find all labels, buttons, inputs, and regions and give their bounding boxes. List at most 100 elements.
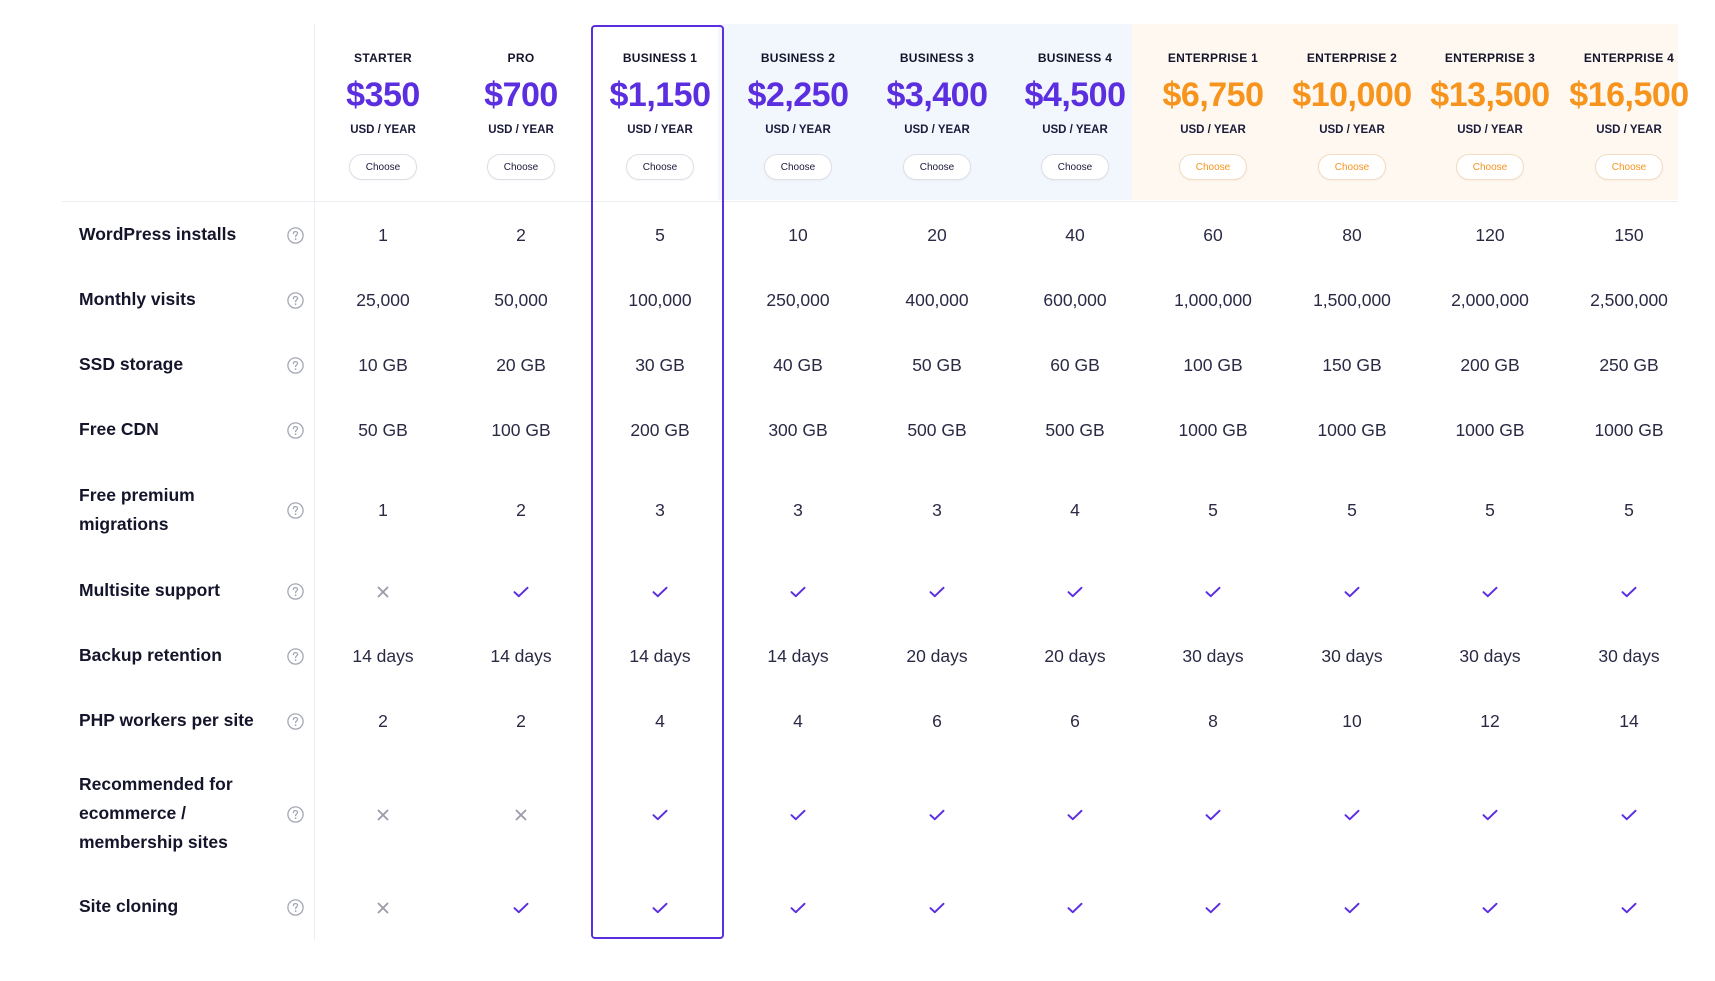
feature-value: 30 days (1598, 646, 1660, 666)
plan-price: $2,250 (747, 76, 850, 114)
check-icon (452, 897, 590, 917)
feature-value: 3 (655, 500, 665, 520)
feature-value: 1,500,000 (1313, 290, 1391, 310)
question-circle-icon[interactable] (287, 292, 304, 309)
feature-value: 600,000 (1043, 290, 1107, 310)
choose-plan-button[interactable]: Choose (1041, 154, 1109, 180)
question-circle-icon[interactable] (287, 583, 304, 600)
feature-value: 1,000,000 (1174, 290, 1252, 310)
feature-value: 150 (1614, 225, 1644, 245)
feature-value: 6 (1070, 711, 1080, 731)
plan-header-enterprise-3: ENTERPRISE 3 $13,500 USD / YEAR Choose (1421, 24, 1559, 200)
feature-value: 2 (516, 500, 526, 520)
question-circle-icon[interactable] (287, 899, 304, 916)
question-circle-icon[interactable] (287, 227, 304, 244)
feature-value: 250 GB (1599, 355, 1659, 375)
feature-value: 20 (927, 225, 947, 245)
feature-value: 5 (1347, 500, 1357, 520)
feature-value: 14 (1619, 711, 1639, 731)
choose-plan-button[interactable]: Choose (764, 154, 832, 180)
feature-label: PHP workers per site (79, 710, 254, 730)
feature-value: 50 GB (358, 420, 408, 440)
question-circle-icon[interactable] (287, 713, 304, 730)
choose-plan-button[interactable]: Choose (487, 154, 555, 180)
plan-price: $700 (484, 76, 558, 114)
plan-billing-period: USD / YEAR (1596, 124, 1662, 136)
feature-column-divider (314, 24, 315, 940)
plan-price: $4,500 (1024, 76, 1127, 114)
check-icon (1144, 804, 1282, 824)
cross-icon (314, 897, 452, 917)
plan-billing-period: USD / YEAR (488, 124, 554, 136)
plan-billing-period: USD / YEAR (1319, 124, 1385, 136)
choose-plan-button[interactable]: Choose (1595, 154, 1663, 180)
check-icon (868, 581, 1006, 601)
check-icon (452, 581, 590, 601)
plan-price: $1,150 (609, 76, 712, 114)
feature-value: 6 (932, 711, 942, 731)
question-circle-icon[interactable] (287, 422, 304, 439)
feature-value: 14 days (629, 646, 691, 666)
feature-value: 4 (655, 711, 665, 731)
check-icon (1283, 581, 1421, 601)
feature-value: 20 days (1044, 646, 1106, 666)
feature-value: 10 (788, 225, 808, 245)
feature-value: 200 GB (630, 420, 690, 440)
plan-header-enterprise-1: ENTERPRISE 1 $6,750 USD / YEAR Choose (1144, 24, 1282, 200)
plan-price: $16,500 (1569, 76, 1689, 114)
check-icon (591, 581, 729, 601)
plan-name: BUSINESS 3 (899, 51, 975, 65)
feature-label: Free premium migrations (79, 485, 195, 534)
feature-value: 5 (655, 225, 665, 245)
question-circle-icon[interactable] (287, 806, 304, 823)
feature-value: 2 (516, 711, 526, 731)
feature-value: 50,000 (494, 290, 548, 310)
plan-header-business-3: BUSINESS 3 $3,400 USD / YEAR Choose (868, 24, 1006, 200)
plan-header-business-4: BUSINESS 4 $4,500 USD / YEAR Choose (1006, 24, 1144, 200)
check-icon (1006, 897, 1144, 917)
feature-value: 500 GB (1045, 420, 1105, 440)
choose-plan-button[interactable]: Choose (903, 154, 971, 180)
choose-plan-button[interactable]: Choose (349, 154, 417, 180)
feature-value: 4 (793, 711, 803, 731)
feature-value: 3 (793, 500, 803, 520)
question-circle-icon[interactable] (287, 357, 304, 374)
choose-plan-button[interactable]: Choose (1318, 154, 1386, 180)
plan-name: ENTERPRISE 4 (1583, 51, 1675, 65)
feature-value: 5 (1624, 500, 1634, 520)
plan-name: ENTERPRISE 1 (1167, 51, 1259, 65)
feature-value: 30 days (1459, 646, 1521, 666)
check-icon (1421, 804, 1559, 824)
feature-value: 25,000 (356, 290, 410, 310)
feature-value: 12 (1480, 711, 1500, 731)
plan-price: $3,400 (886, 76, 989, 114)
check-icon (1560, 804, 1698, 824)
plan-billing-period: USD / YEAR (1457, 124, 1523, 136)
feature-value: 1000 GB (1594, 420, 1664, 440)
plan-name: BUSINESS 4 (1037, 51, 1113, 65)
feature-value: 2,500,000 (1590, 290, 1668, 310)
question-circle-icon[interactable] (287, 648, 304, 665)
feature-label: Backup retention (79, 645, 222, 665)
choose-plan-button[interactable]: Choose (626, 154, 694, 180)
feature-value: 1 (378, 500, 388, 520)
check-icon (729, 897, 867, 917)
choose-plan-button[interactable]: Choose (1179, 154, 1247, 180)
feature-value: 200 GB (1460, 355, 1520, 375)
plan-name: PRO (507, 51, 535, 65)
feature-value: 30 days (1182, 646, 1244, 666)
check-icon (1560, 581, 1698, 601)
feature-label: Free CDN (79, 419, 159, 439)
check-icon (1006, 804, 1144, 824)
feature-value: 10 GB (358, 355, 408, 375)
plan-header-pro: PRO $700 USD / YEAR Choose (452, 24, 590, 200)
feature-value: 2 (516, 225, 526, 245)
check-icon (868, 897, 1006, 917)
plan-header-enterprise-2: ENTERPRISE 2 $10,000 USD / YEAR Choose (1283, 24, 1421, 200)
choose-plan-button[interactable]: Choose (1456, 154, 1524, 180)
plan-billing-period: USD / YEAR (1180, 124, 1246, 136)
question-circle-icon[interactable] (287, 502, 304, 519)
plan-header-starter: STARTER $350 USD / YEAR Choose (314, 24, 452, 200)
feature-value: 30 days (1321, 646, 1383, 666)
